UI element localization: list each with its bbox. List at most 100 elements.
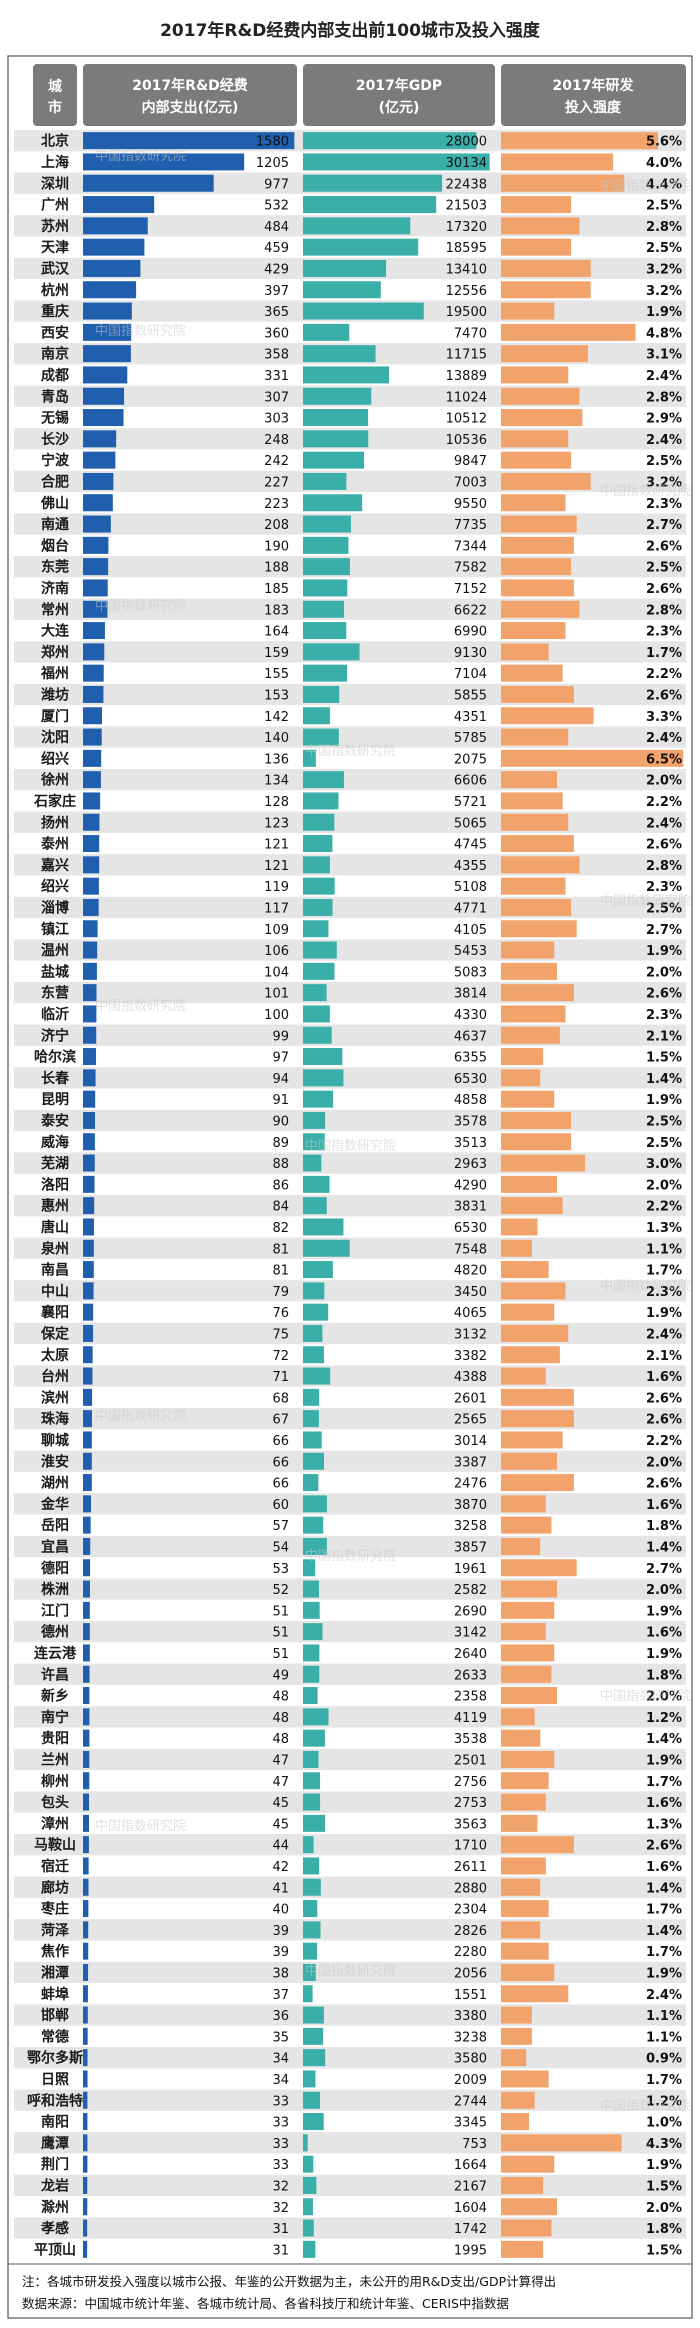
city-label: 台州 [41,1368,69,1385]
watermark-12: 中国指数研究院 [305,1549,396,1564]
header-intensity-line2: 投入强度 [565,99,622,116]
gdp-bar [303,558,350,576]
city-label: 合肥 [41,473,69,490]
header-gdp-bg [303,64,495,126]
rd-bar [83,302,132,320]
gdp-value-label: 4637 [454,1029,487,1044]
rd-bar [83,984,97,1002]
rd-value-label: 484 [264,220,289,235]
intensity-value-label: 6.5% [646,752,682,767]
rd-value-label: 123 [264,816,289,831]
intensity-bar [501,1218,538,1236]
rd-value-label: 48 [272,1711,289,1726]
intensity-bar [501,2198,558,2216]
gdp-value-label: 7470 [454,326,487,341]
rd-bar [83,1857,89,1875]
table-row: 蚌埠 37 1551 2.4% [41,1985,682,2003]
intensity-value-label: 1.9% [646,1604,682,1619]
rd-bar [83,1985,88,2003]
intensity-bar [501,1708,535,1726]
header-gdp-line2: (亿元) [379,99,420,116]
city-label: 淮安 [41,1453,69,1470]
rd-bar [83,771,101,789]
note-line-1: 注：各城市研发投入强度以城市公报、年鉴的公开数据为主，未公开的用R&D支出/GD… [22,2274,556,2289]
intensity-bar [501,1261,549,1279]
intensity-value-label: 1.6% [646,1498,682,1513]
rd-bar [83,1878,89,1896]
rd-bar [83,1048,96,1066]
rd-value-label: 37 [272,1988,289,2003]
rd-value-label: 79 [272,1285,289,1300]
intensity-bar [501,2176,544,2194]
rd-value-label: 94 [272,1072,289,1087]
intensity-value-label: 1.5% [646,2179,682,2194]
city-label: 柳州 [41,1773,69,1790]
gdp-value-label: 30134 [446,156,487,171]
city-label: 泉州 [41,1240,69,1257]
rd-bar [83,2070,88,2088]
rd-value-label: 53 [272,1562,289,1577]
gdp-value-label: 5855 [454,688,487,703]
rd-value-label: 190 [264,539,289,554]
watermarks: 中国指数研究院 中国指数研究院 中国指数研究院 中国指数研究院 中国指数研究院 … [95,149,691,2114]
intensity-bar [501,707,594,725]
rd-bar [83,1687,90,1705]
intensity-bar [501,1452,558,1470]
intensity-bar [501,281,591,299]
gdp-bar [303,430,369,448]
gdp-bar [303,1708,329,1726]
gdp-bar [303,1921,321,1939]
intensity-value-label: 2.6% [646,838,682,853]
rd-value-label: 360 [264,326,289,341]
rd-value-label: 33 [272,2137,289,2152]
intensity-bar [501,1154,586,1172]
table-row: 漳州 45 3563 1.3% [41,1814,682,1832]
rd-value-label: 75 [272,1327,289,1342]
table-row: 徐州 134 6606 2.0% [14,769,686,791]
rd-value-label: 41 [272,1881,289,1896]
rd-bar [83,792,101,810]
table-row: 青岛 307 11024 2.8% [14,385,686,407]
gdp-value-label: 11715 [446,348,487,363]
intensity-bar [501,259,591,277]
rd-value-label: 104 [264,965,289,980]
city-label: 唐山 [41,1219,69,1236]
gdp-value-label: 4351 [454,710,487,725]
intensity-value-label: 2.0% [646,774,682,789]
intensity-value-label: 2.5% [646,1114,682,1129]
gdp-value-label: 4745 [454,838,487,853]
rd-bar [83,1261,94,1279]
header-rd-line1: 2017年R&D经费 [132,77,248,94]
intensity-value-label: 2.2% [646,1200,682,1215]
intensity-value-label: 2.2% [646,1434,682,1449]
gdp-value-label: 3538 [454,1732,487,1747]
city-label: 沈阳 [41,729,69,746]
row-stripe [14,1237,686,1259]
rd-value-label: 208 [264,518,289,533]
intensity-value-label: 4.3% [646,2137,682,2152]
gdp-bar [303,1111,326,1129]
gdp-value-label: 1995 [454,2243,487,2258]
rd-bar [83,153,245,171]
intensity-bar [501,1580,558,1598]
table-row: 淄博 117 4771 2.5% [14,896,686,919]
rd-value-label: 153 [264,688,289,703]
rd-bar [83,494,113,512]
watermark-15: 中国指数研究院 [305,1964,396,1979]
gdp-value-label: 3870 [454,1498,487,1513]
rd-bar [83,643,105,661]
table-row: 德阳 53 1961 2.7% [41,1559,682,1577]
gdp-bar [303,1133,325,1151]
city-label: 许昌 [41,1666,69,1683]
table-row: 潍坊 153 5855 2.6% [14,683,686,706]
gdp-value-label: 2280 [454,1945,487,1960]
intensity-bar [501,728,569,746]
rd-bar [83,664,104,682]
rd-bar [83,451,116,469]
row-stripe [14,1621,686,1643]
intensity-bar [501,409,583,427]
table-row: 德州 51 3142 1.6% [14,1621,686,1643]
rd-bar [83,2113,88,2131]
city-label: 昆明 [41,1092,69,1108]
gdp-bar [303,281,381,299]
